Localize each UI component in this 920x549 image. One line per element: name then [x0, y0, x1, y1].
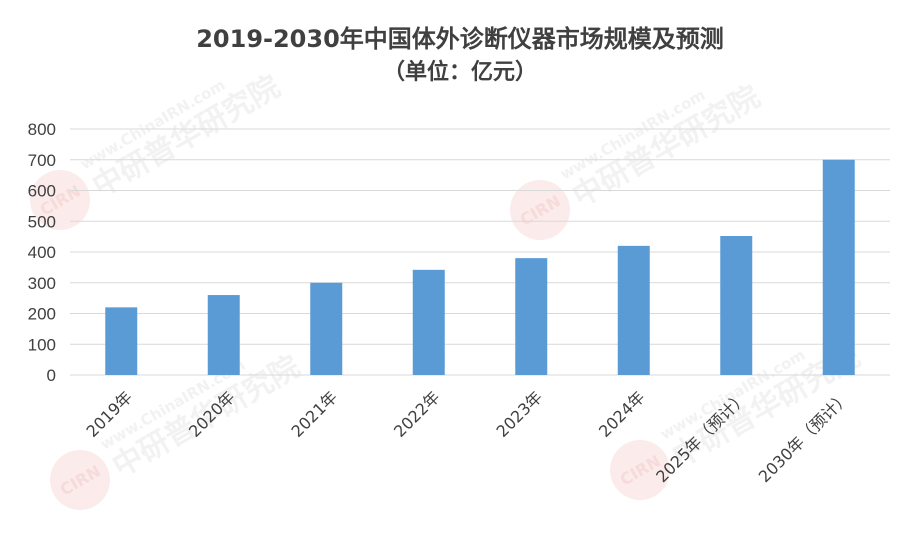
x-tick-label: 2022年 — [390, 387, 444, 441]
bar — [617, 245, 650, 375]
bar — [822, 159, 855, 375]
x-tick-label: 2024年 — [595, 387, 649, 441]
y-tick-label: 0 — [47, 366, 56, 385]
bar — [720, 236, 753, 375]
y-tick-label: 700 — [28, 151, 56, 170]
y-tick-label: 600 — [28, 182, 56, 201]
bar — [412, 269, 445, 375]
x-tick-label: 2021年 — [288, 387, 342, 441]
watermark-logo-circle — [50, 450, 110, 510]
x-tick-label: 2023年 — [493, 387, 547, 441]
y-tick-label: 800 — [28, 120, 56, 139]
watermark-logo-circle — [510, 180, 570, 240]
chart-title: 2019-2030年中国体外诊断仪器市场规模及预测 — [196, 25, 724, 53]
bar — [515, 258, 548, 375]
chart-subtitle: （单位：亿元） — [382, 60, 537, 85]
y-tick-label: 300 — [28, 274, 56, 293]
watermark-logo-circle — [30, 170, 90, 230]
y-tick-label: 200 — [28, 305, 56, 324]
bar — [105, 307, 138, 375]
y-tick-label: 100 — [28, 335, 56, 354]
bar — [310, 282, 343, 375]
y-tick-label: 500 — [28, 212, 56, 231]
watermark-logo-circle — [610, 440, 670, 500]
y-tick-label: 400 — [28, 243, 56, 262]
bar — [207, 295, 240, 375]
